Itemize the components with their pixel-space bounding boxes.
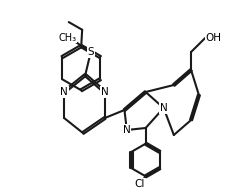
Text: N: N [123, 125, 131, 135]
Text: Cl: Cl [135, 179, 145, 189]
Text: S: S [87, 47, 94, 57]
Text: N: N [160, 103, 168, 113]
Text: OH: OH [205, 33, 221, 43]
Text: CH₃: CH₃ [59, 33, 77, 43]
Text: N: N [60, 87, 68, 97]
Text: N: N [101, 87, 109, 97]
